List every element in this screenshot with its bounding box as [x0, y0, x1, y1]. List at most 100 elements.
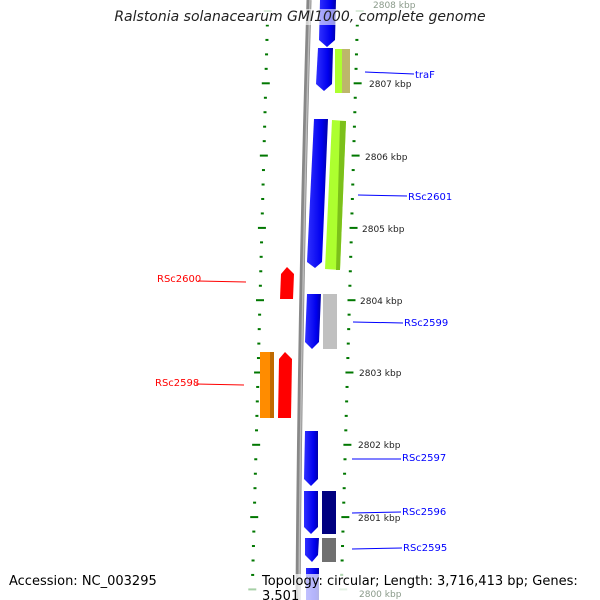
- minor-tick: [255, 400, 259, 403]
- minor-tick: [259, 255, 263, 258]
- minor-tick: [351, 169, 355, 172]
- minor-tick: [347, 313, 351, 316]
- minor-tick: [341, 545, 345, 548]
- tick-marks: [248, 10, 364, 591]
- minor-tick: [260, 212, 264, 215]
- gene-label-rsc2599[interactable]: RSc2599: [404, 318, 448, 329]
- gene-reverse[interactable]: [304, 431, 318, 486]
- minor-tick: [350, 197, 354, 200]
- minor-tick: [342, 487, 346, 490]
- gene-rsc2599[interactable]: [323, 294, 337, 349]
- minor-tick: [351, 183, 355, 186]
- gene-label-rsc2597[interactable]: RSc2597: [402, 453, 446, 464]
- gene-label-rsc2598[interactable]: RSc2598: [155, 378, 199, 389]
- minor-tick: [265, 38, 269, 41]
- major-tick: [250, 516, 259, 519]
- minor-tick: [350, 212, 354, 215]
- minor-tick: [265, 24, 269, 27]
- minor-tick: [352, 140, 356, 143]
- minor-tick: [348, 284, 352, 287]
- minor-tick: [345, 400, 349, 403]
- minor-tick: [342, 501, 346, 504]
- kbp-label: 2803 kbp: [359, 369, 402, 379]
- minor-tick: [340, 559, 344, 562]
- major-tick: [261, 82, 270, 85]
- gene-reverse[interactable]: [304, 491, 318, 534]
- minor-tick: [260, 241, 264, 244]
- minor-tick: [344, 414, 348, 417]
- major-tick: [353, 82, 362, 85]
- minor-tick: [346, 342, 350, 345]
- minor-tick: [257, 328, 261, 331]
- gene-reverse[interactable]: [307, 119, 328, 268]
- major-tick: [345, 371, 354, 374]
- map-title: Ralstonia solanacearum GMI1000, complete…: [0, 9, 600, 25]
- gene-label-traF[interactable]: traF: [415, 70, 435, 81]
- gene-label-rsc2600[interactable]: RSc2600: [157, 274, 201, 285]
- gene-label-rsc2601[interactable]: RSc2601: [408, 192, 452, 203]
- gene-reverse[interactable]: [305, 538, 319, 562]
- minor-tick: [347, 328, 351, 331]
- major-tick: [248, 588, 257, 591]
- gene-label-rsc2596[interactable]: RSc2596: [402, 507, 446, 518]
- gene-rsc2595[interactable]: [322, 538, 336, 562]
- minor-tick: [353, 111, 357, 114]
- minor-tick: [261, 169, 265, 172]
- minor-tick: [348, 270, 352, 273]
- minor-tick: [263, 111, 267, 114]
- minor-tick: [355, 24, 359, 27]
- minor-tick: [341, 530, 345, 533]
- gene-rsc2600[interactable]: [280, 267, 294, 299]
- minor-tick: [261, 197, 265, 200]
- minor-tick: [265, 53, 269, 56]
- minor-tick: [253, 501, 257, 504]
- minor-tick: [252, 530, 256, 533]
- minor-tick: [251, 545, 255, 548]
- minor-tick: [353, 96, 357, 99]
- minor-tick: [256, 357, 260, 360]
- minor-tick: [263, 125, 267, 128]
- minor-tick: [257, 342, 261, 345]
- minor-tick: [253, 487, 257, 490]
- minor-tick: [354, 53, 358, 56]
- accession-text: Accession: NC_003295: [9, 574, 157, 589]
- minor-tick: [343, 472, 347, 475]
- minor-tick: [349, 241, 353, 244]
- minor-tick: [343, 458, 347, 461]
- minor-tick: [255, 429, 259, 432]
- kbp-label: 2807 kbp: [369, 80, 412, 90]
- gene-rsc2596[interactable]: [322, 491, 336, 534]
- kbp-label: 2806 kbp: [365, 153, 408, 163]
- minor-tick: [255, 414, 259, 417]
- major-tick: [343, 443, 352, 446]
- minor-tick: [251, 559, 255, 562]
- major-tick: [347, 299, 356, 302]
- gene-reverse[interactable]: [316, 48, 333, 91]
- minor-tick: [262, 140, 266, 143]
- minor-tick: [258, 284, 262, 287]
- minor-tick: [352, 125, 356, 128]
- gene-rsc2598[interactable]: [278, 352, 292, 418]
- gene-label-rsc2595[interactable]: RSc2595: [403, 543, 447, 554]
- major-tick: [351, 154, 360, 157]
- minor-tick: [345, 385, 349, 388]
- gene-tan[interactable]: [342, 49, 350, 93]
- minor-tick: [258, 313, 262, 316]
- major-tick: [254, 371, 263, 374]
- minor-tick: [253, 472, 257, 475]
- minor-tick: [344, 429, 348, 432]
- kbp-label: 2804 kbp: [360, 297, 403, 307]
- minor-tick: [251, 573, 255, 576]
- major-tick: [252, 443, 261, 446]
- major-tick: [349, 226, 358, 229]
- minor-tick: [355, 38, 359, 41]
- major-tick: [257, 226, 266, 229]
- major-tick: [341, 516, 350, 519]
- gene-reverse[interactable]: [305, 294, 321, 349]
- major-tick: [259, 154, 268, 157]
- minor-tick: [254, 458, 258, 461]
- minor-tick: [354, 67, 358, 70]
- gene-traF[interactable]: [335, 49, 343, 93]
